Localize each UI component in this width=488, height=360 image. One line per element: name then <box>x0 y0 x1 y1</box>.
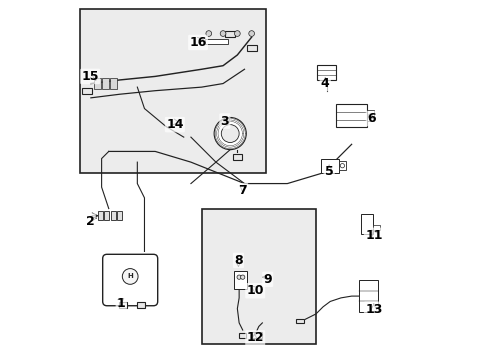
Bar <box>136 302 145 307</box>
Text: 16: 16 <box>189 36 206 49</box>
Circle shape <box>340 163 344 168</box>
Text: 2: 2 <box>85 215 94 228</box>
Bar <box>110 78 116 89</box>
Bar <box>201 208 315 344</box>
Text: 4: 4 <box>320 77 329 90</box>
Text: 12: 12 <box>246 332 264 345</box>
Circle shape <box>248 31 254 36</box>
Bar <box>360 214 372 234</box>
Bar <box>232 154 242 159</box>
Bar <box>80 9 265 173</box>
Text: 9: 9 <box>263 273 271 286</box>
Bar <box>336 104 366 127</box>
Circle shape <box>205 31 211 36</box>
Bar <box>205 39 228 44</box>
Bar <box>119 302 127 307</box>
Bar <box>339 161 345 170</box>
Bar <box>358 280 378 312</box>
Text: 1: 1 <box>117 297 125 310</box>
Text: 11: 11 <box>365 229 382 242</box>
Bar <box>372 225 380 230</box>
Bar <box>366 111 373 121</box>
Text: H: H <box>127 274 133 279</box>
Circle shape <box>367 114 372 118</box>
Text: 7: 7 <box>238 184 246 197</box>
Circle shape <box>122 269 138 284</box>
Bar <box>117 211 122 220</box>
Text: 3: 3 <box>220 114 229 127</box>
Circle shape <box>240 275 244 279</box>
Text: 6: 6 <box>366 112 375 125</box>
Circle shape <box>237 275 241 279</box>
Bar <box>246 45 256 51</box>
Bar <box>316 65 336 80</box>
Circle shape <box>214 117 246 150</box>
Circle shape <box>220 31 225 36</box>
Text: 8: 8 <box>234 254 242 267</box>
Circle shape <box>221 125 239 143</box>
Bar <box>111 211 116 220</box>
Bar <box>295 319 303 324</box>
Text: 13: 13 <box>365 303 382 316</box>
FancyBboxPatch shape <box>102 254 157 306</box>
Text: 15: 15 <box>81 70 99 83</box>
Text: 14: 14 <box>166 118 183 131</box>
Bar <box>321 158 339 173</box>
Bar <box>94 78 101 89</box>
Circle shape <box>234 31 240 36</box>
Bar <box>234 271 247 289</box>
Bar <box>225 31 235 36</box>
Text: 10: 10 <box>246 284 264 297</box>
Bar <box>239 333 246 338</box>
Bar <box>98 211 103 220</box>
Bar <box>102 78 108 89</box>
Bar <box>251 332 262 338</box>
Text: 5: 5 <box>324 165 333 177</box>
Bar <box>82 88 92 94</box>
Bar <box>104 211 109 220</box>
